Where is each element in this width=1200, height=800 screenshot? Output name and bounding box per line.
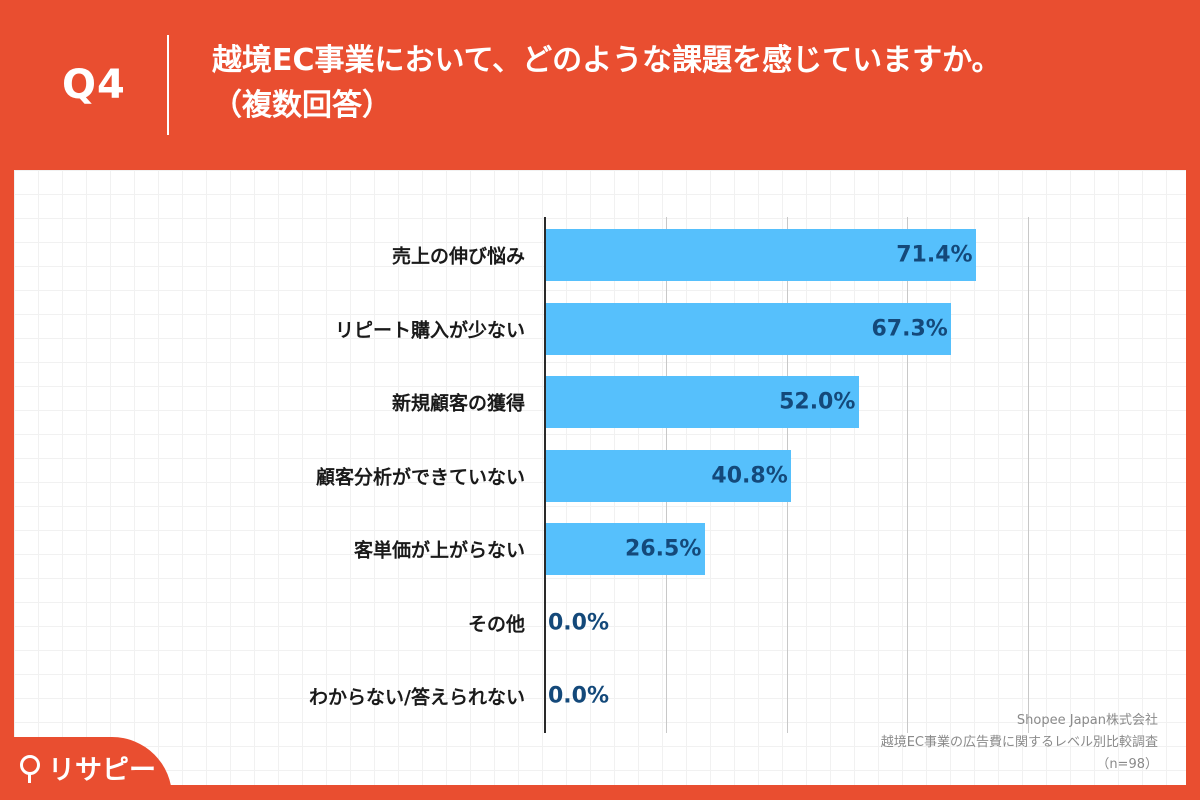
gridline-60 <box>907 217 909 733</box>
gridline-80 <box>1028 217 1030 733</box>
value-label: 67.3% <box>871 316 948 341</box>
value-label: 71.4% <box>896 242 973 268</box>
bar <box>545 376 860 428</box>
source-company: Shopee Japan株式会社 <box>1016 713 1158 728</box>
location-pin-icon-tail <box>28 773 31 783</box>
question-number: Q4 <box>62 62 126 108</box>
category-label: 顧客分析ができていない <box>315 466 525 488</box>
question-title-main: 越境EC事業において、どのような課題を感じていますか。 <box>212 43 1002 78</box>
value-label: 40.8% <box>711 463 788 488</box>
value-label: 0.0% <box>548 683 610 709</box>
source-survey: 越境EC事業の広告費に関するレベル別比較調査 <box>880 735 1158 750</box>
category-label: わからない/答えられない <box>309 686 525 709</box>
question-header: Q4 越境EC事業において、どのような課題を感じていますか。 （複数回答） <box>0 0 1200 170</box>
category-label: 新規顧客の獲得 <box>391 392 525 415</box>
value-label: 26.5% <box>625 536 702 562</box>
category-label: リピート購入が少ない <box>334 319 525 341</box>
category-label: 売上の伸び悩み <box>391 245 525 268</box>
bar <box>545 449 792 502</box>
question-title: 越境EC事業において、どのような課題を感じていますか。 （複数回答） <box>212 38 1172 128</box>
category-label: その他 <box>467 613 525 635</box>
header-divider <box>167 35 169 135</box>
bar <box>545 523 706 575</box>
question-title-sub: （複数回答） <box>212 88 392 123</box>
location-pin-icon <box>20 755 40 775</box>
bar <box>545 302 952 355</box>
value-label: 52.0% <box>779 389 856 415</box>
value-label: 0.0% <box>548 610 610 635</box>
y-axis-line <box>544 217 546 733</box>
source-sample: （n=98） <box>1096 757 1158 772</box>
category-label: 客単価が上がらない <box>353 539 525 562</box>
brand-logo: リサピー <box>48 755 156 786</box>
source-note: Shopee Japan株式会社 越境EC事業の広告費に関するレベル別比較調査 … <box>881 710 1158 776</box>
bar <box>545 229 977 281</box>
